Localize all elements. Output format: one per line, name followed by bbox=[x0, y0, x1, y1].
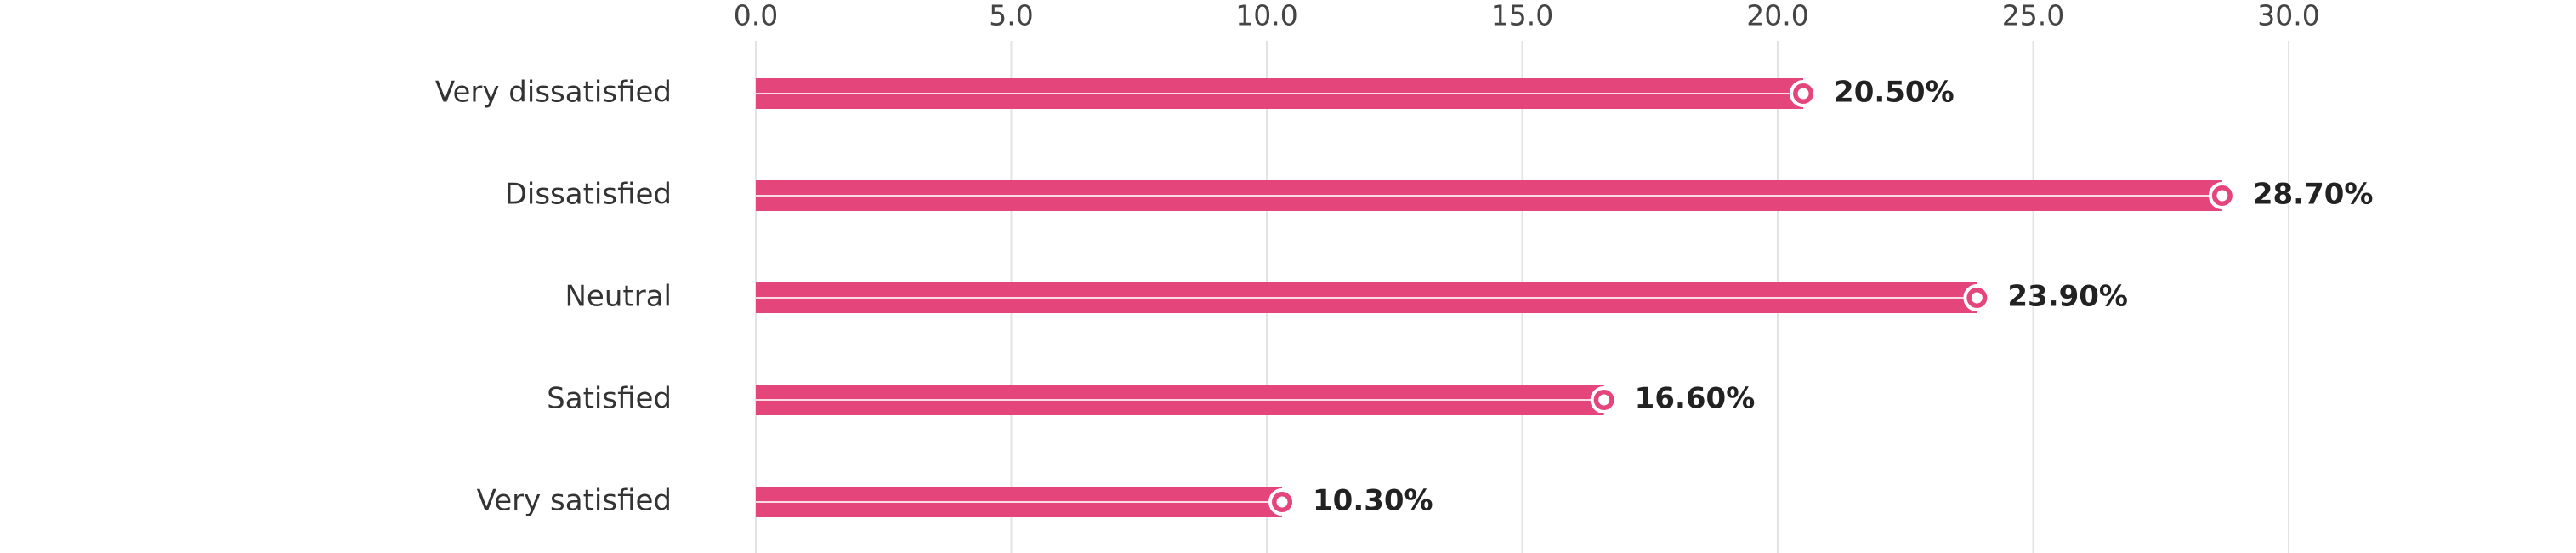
bar-end-marker-dot bbox=[1971, 292, 1983, 304]
y-tick-label: Neutral bbox=[565, 280, 672, 314]
x-tick-label: 10.0 bbox=[1235, 0, 1297, 32]
value-label: 10.30% bbox=[1313, 484, 1433, 518]
x-tick-label: 20.0 bbox=[1746, 0, 1808, 32]
bar-end-marker-dot bbox=[2216, 190, 2228, 202]
x-tick-label: 0.0 bbox=[734, 0, 778, 32]
x-tick-label: 15.0 bbox=[1491, 0, 1553, 32]
x-tick-label: 5.0 bbox=[989, 0, 1033, 32]
x-tick-label: 25.0 bbox=[2002, 0, 2064, 32]
value-label: 23.90% bbox=[2007, 280, 2128, 314]
bar-end-marker-dot bbox=[1598, 394, 1610, 406]
y-tick-label: Very dissatisfied bbox=[435, 76, 672, 110]
bar-end-marker-dot bbox=[1797, 88, 1809, 100]
x-tick-label: 30.0 bbox=[2257, 0, 2319, 32]
bar-end-marker-dot bbox=[1276, 496, 1288, 508]
y-tick-label: Very satisfied bbox=[477, 484, 672, 518]
value-label: 28.70% bbox=[2253, 178, 2374, 212]
value-label: 16.60% bbox=[1635, 382, 1756, 416]
value-label: 20.50% bbox=[1834, 76, 1955, 110]
y-tick-label: Dissatisfied bbox=[505, 178, 672, 212]
y-tick-label: Satisfied bbox=[547, 382, 672, 416]
